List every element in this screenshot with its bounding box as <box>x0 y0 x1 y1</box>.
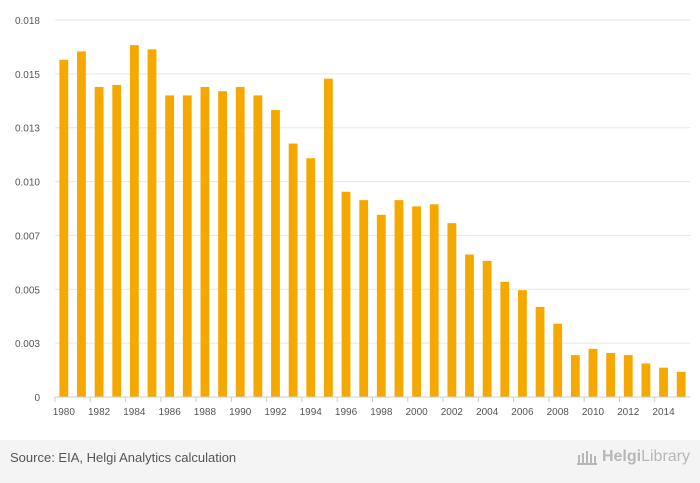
x-tick-label: 2002 <box>441 407 464 418</box>
brand-name-bold: Helgi <box>601 448 642 465</box>
bar-chart: 0 0.003 0.005 0.007 0.010 0.013 0.015 0.018 1980… <box>15 16 690 418</box>
x-tick-label: 2006 <box>511 407 534 418</box>
bar-1987[interactable] <box>182 95 192 398</box>
x-tick-label: 1998 <box>370 407 393 418</box>
bar-1996[interactable] <box>341 191 351 397</box>
brand-name: HelgiLibrary <box>602 448 690 466</box>
bar-2003[interactable] <box>465 254 474 397</box>
y-tick-label: 0.010 <box>15 178 40 189</box>
bar-2001[interactable] <box>429 204 439 397</box>
bar-2005[interactable] <box>500 281 510 397</box>
bar-2011[interactable] <box>606 353 616 397</box>
bar-2004[interactable] <box>482 260 492 397</box>
bar-1989[interactable] <box>218 91 227 397</box>
bar-1984[interactable] <box>129 45 139 398</box>
bar-1982[interactable] <box>94 87 104 398</box>
x-tick-label: 1996 <box>335 407 358 418</box>
x-tick-label: 2014 <box>652 407 675 418</box>
x-tick-label: 1986 <box>159 407 182 418</box>
x-tick-label: 1992 <box>264 407 287 418</box>
y-tick-label: 0.018 <box>15 16 40 27</box>
bar-2006[interactable] <box>518 290 527 397</box>
x-tick-label: 1984 <box>123 407 146 418</box>
source-note: Source: EIA, Helgi Analytics calculation <box>10 450 237 465</box>
bar-1995[interactable] <box>323 78 333 398</box>
bar-1992[interactable] <box>271 110 280 398</box>
bar-1980[interactable] <box>59 59 69 398</box>
bar-2014[interactable] <box>659 367 668 397</box>
x-tick-label: 1988 <box>194 407 217 418</box>
bar-2002[interactable] <box>447 223 457 397</box>
y-tick-label: 0 <box>34 393 40 404</box>
y-tick-label: 0.007 <box>15 231 40 242</box>
y-tick-label: 0.005 <box>15 285 40 296</box>
helgi-library-logo[interactable]: HelgiLibrary <box>576 448 690 466</box>
bar-1998[interactable] <box>376 214 386 397</box>
x-tick-label: 1990 <box>229 407 252 418</box>
bar-2009[interactable] <box>570 355 580 397</box>
bar-2008[interactable] <box>553 323 563 397</box>
bar-1983[interactable] <box>112 84 122 397</box>
chart-footer: Source: EIA, Helgi Analytics calculation… <box>0 440 700 483</box>
bar-1997[interactable] <box>359 200 369 397</box>
bar-2007[interactable] <box>535 306 545 397</box>
bar-2015[interactable] <box>676 371 686 397</box>
x-tick-label: 2004 <box>476 407 499 418</box>
bar-1991[interactable] <box>253 95 263 398</box>
library-columns-icon <box>576 451 597 465</box>
bar-1994[interactable] <box>306 158 316 397</box>
bar-2000[interactable] <box>412 206 422 397</box>
x-tick-label: 2000 <box>405 407 428 418</box>
y-tick-label: 0.003 <box>15 339 40 350</box>
bar-2013[interactable] <box>641 363 651 397</box>
x-tick-label: 1980 <box>53 407 76 418</box>
bar-2012[interactable] <box>623 355 633 397</box>
bar-1993[interactable] <box>288 143 298 397</box>
x-tick-label: 2012 <box>617 407 640 418</box>
bar-1986[interactable] <box>165 95 175 398</box>
bar-1988[interactable] <box>200 87 210 398</box>
bar-1981[interactable] <box>77 51 86 398</box>
x-tick-label: 2008 <box>547 407 570 418</box>
bar-1985[interactable] <box>147 49 157 397</box>
y-tick-label: 0.015 <box>15 70 40 81</box>
brand-name-rest: Library <box>641 448 690 465</box>
x-tick-label: 1982 <box>88 407 111 418</box>
bar-1999[interactable] <box>394 200 404 397</box>
bar-1990[interactable] <box>235 87 245 398</box>
y-tick-label: 0.013 <box>15 124 40 135</box>
bar-2010[interactable] <box>588 348 598 397</box>
x-tick-label: 2010 <box>582 407 605 418</box>
x-tick-label: 1994 <box>300 407 323 418</box>
